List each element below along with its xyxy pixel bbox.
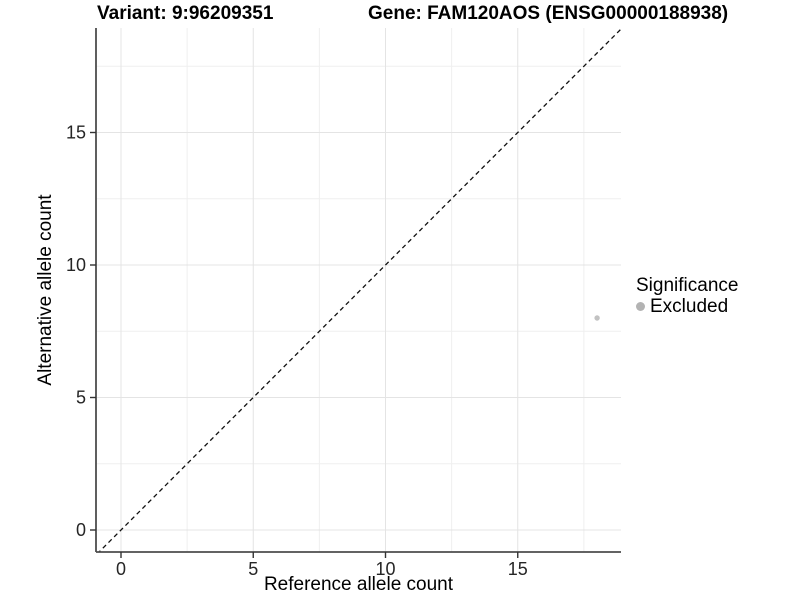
y-tick-label: 0 xyxy=(76,520,86,540)
y-tick-label: 15 xyxy=(66,123,86,143)
legend-item-label: Excluded xyxy=(650,296,729,317)
legend-key-dot-icon xyxy=(636,302,645,311)
y-axis-title: Alternative allele count xyxy=(35,194,56,386)
x-tick-label: 5 xyxy=(248,559,258,579)
legend-title: Significance xyxy=(636,275,739,296)
y-tick-label: 10 xyxy=(66,255,86,275)
plot-title-gene: Gene: FAM120AOS (ENSG00000188938) xyxy=(368,3,729,24)
plot-title-variant: Variant: 9:96209351 xyxy=(97,3,274,24)
legend: Significance Excluded xyxy=(636,275,738,317)
y-tick-label: 5 xyxy=(76,388,86,408)
identity-dashed-line xyxy=(98,28,621,552)
legend-item-excluded: Excluded xyxy=(636,296,738,317)
data-point xyxy=(594,315,600,321)
x-axis-title: Reference allele count xyxy=(263,574,454,595)
x-tick-label: 15 xyxy=(508,559,528,579)
x-tick-label: 0 xyxy=(116,559,126,579)
x-tick-label: 10 xyxy=(375,559,395,579)
